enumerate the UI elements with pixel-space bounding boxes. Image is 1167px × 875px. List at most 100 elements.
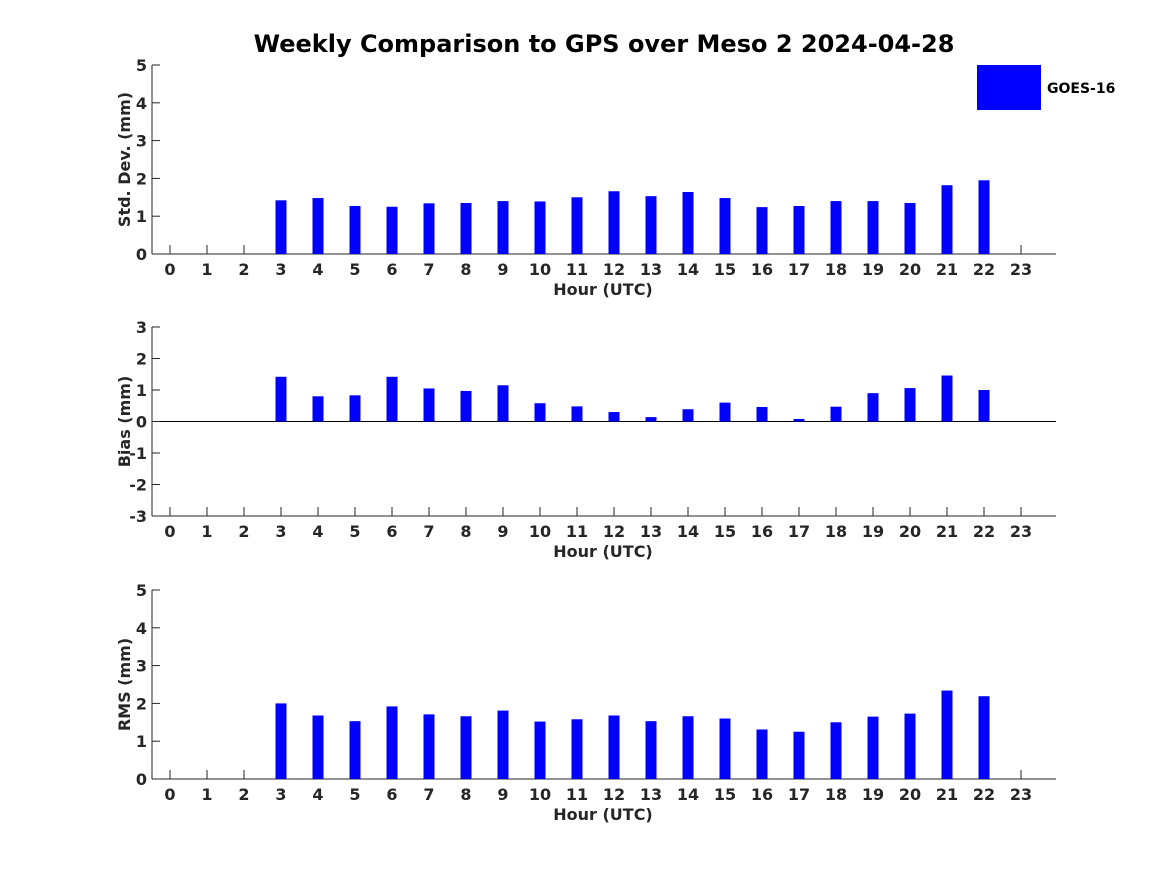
y-tick-label: 5 bbox=[136, 56, 147, 75]
bar bbox=[275, 376, 287, 422]
x-tick-label: 4 bbox=[312, 260, 323, 279]
x-tick-label: 10 bbox=[529, 260, 551, 279]
y-tick-label: -2 bbox=[129, 476, 147, 495]
x-tick-label: 0 bbox=[164, 260, 175, 279]
bar bbox=[275, 703, 287, 779]
bar bbox=[682, 192, 694, 254]
bar bbox=[608, 715, 620, 779]
bar bbox=[423, 203, 435, 254]
bar bbox=[534, 201, 546, 254]
x-tick-label: 0 bbox=[164, 785, 175, 804]
x-tick-label: 15 bbox=[714, 785, 736, 804]
bar bbox=[608, 412, 620, 422]
y-tick-label: 1 bbox=[136, 381, 147, 400]
y-tick-label: 3 bbox=[136, 318, 147, 337]
legend: GOES-16 bbox=[977, 65, 1115, 110]
bar bbox=[460, 390, 472, 422]
legend-label: GOES-16 bbox=[1047, 81, 1115, 97]
bar bbox=[349, 395, 361, 422]
bar bbox=[645, 721, 657, 779]
x-tick-label: 20 bbox=[899, 522, 921, 541]
bar bbox=[534, 721, 546, 779]
bar bbox=[460, 716, 472, 779]
x-tick-label: 11 bbox=[566, 785, 588, 804]
x-axis-label: Hour (UTC) bbox=[553, 280, 653, 299]
y-tick-label: 2 bbox=[136, 169, 147, 188]
x-tick-label: 1 bbox=[201, 522, 212, 541]
x-tick-label: 3 bbox=[275, 785, 286, 804]
bar bbox=[645, 196, 657, 254]
bar bbox=[719, 198, 731, 254]
x-tick-label: 2 bbox=[238, 785, 249, 804]
y-tick-label: 5 bbox=[136, 581, 147, 600]
bar bbox=[830, 201, 842, 254]
bar bbox=[497, 385, 509, 422]
bar bbox=[571, 406, 583, 422]
x-tick-label: 1 bbox=[201, 785, 212, 804]
y-axis-label: Bias (mm) bbox=[115, 376, 134, 468]
bar bbox=[497, 710, 509, 779]
x-tick-label: 2 bbox=[238, 260, 249, 279]
x-tick-label: 7 bbox=[423, 260, 434, 279]
x-tick-label: 1 bbox=[201, 260, 212, 279]
x-tick-label: 11 bbox=[566, 260, 588, 279]
bar bbox=[682, 409, 694, 422]
bar bbox=[756, 407, 768, 422]
x-tick-label: 22 bbox=[973, 522, 995, 541]
bar bbox=[756, 207, 768, 254]
x-tick-label: 7 bbox=[423, 785, 434, 804]
x-tick-label: 12 bbox=[603, 522, 625, 541]
bar bbox=[978, 390, 990, 422]
bar bbox=[497, 201, 509, 254]
x-axis-label: Hour (UTC) bbox=[553, 805, 653, 824]
x-tick-label: 13 bbox=[640, 785, 662, 804]
x-tick-label: 21 bbox=[936, 785, 958, 804]
bar bbox=[756, 729, 768, 779]
x-tick-label: 22 bbox=[973, 785, 995, 804]
x-tick-label: 4 bbox=[312, 522, 323, 541]
x-tick-label: 17 bbox=[788, 522, 810, 541]
x-tick-label: 2 bbox=[238, 522, 249, 541]
y-tick-label: -1 bbox=[129, 444, 147, 463]
x-tick-label: 8 bbox=[460, 522, 471, 541]
bar bbox=[793, 205, 805, 254]
y-tick-label: -3 bbox=[129, 507, 147, 526]
bar bbox=[719, 718, 731, 779]
x-tick-label: 19 bbox=[862, 260, 884, 279]
bar bbox=[571, 197, 583, 254]
bar bbox=[793, 418, 805, 422]
y-axis-label: RMS (mm) bbox=[115, 638, 134, 731]
bar bbox=[608, 191, 620, 254]
bar bbox=[867, 393, 879, 422]
bar bbox=[312, 396, 324, 422]
y-tick-label: 4 bbox=[136, 94, 147, 113]
x-tick-label: 9 bbox=[497, 785, 508, 804]
x-tick-label: 8 bbox=[460, 260, 471, 279]
x-tick-label: 13 bbox=[640, 260, 662, 279]
bar bbox=[867, 201, 879, 254]
bar bbox=[682, 716, 694, 779]
x-tick-label: 22 bbox=[973, 260, 995, 279]
x-tick-label: 18 bbox=[825, 260, 847, 279]
y-tick-label: 3 bbox=[136, 132, 147, 151]
bar bbox=[386, 706, 398, 779]
bar bbox=[904, 202, 916, 254]
bar bbox=[423, 714, 435, 779]
x-tick-label: 23 bbox=[1010, 522, 1032, 541]
bar bbox=[349, 721, 361, 779]
x-tick-label: 10 bbox=[529, 785, 551, 804]
bar bbox=[312, 198, 324, 254]
x-tick-label: 8 bbox=[460, 785, 471, 804]
x-tick-label: 10 bbox=[529, 522, 551, 541]
bar bbox=[830, 406, 842, 422]
x-tick-label: 6 bbox=[386, 260, 397, 279]
bar bbox=[941, 185, 953, 254]
bar bbox=[275, 200, 287, 254]
x-tick-label: 13 bbox=[640, 522, 662, 541]
bar bbox=[460, 202, 472, 254]
x-tick-label: 23 bbox=[1010, 785, 1032, 804]
y-tick-label: 4 bbox=[136, 619, 147, 638]
